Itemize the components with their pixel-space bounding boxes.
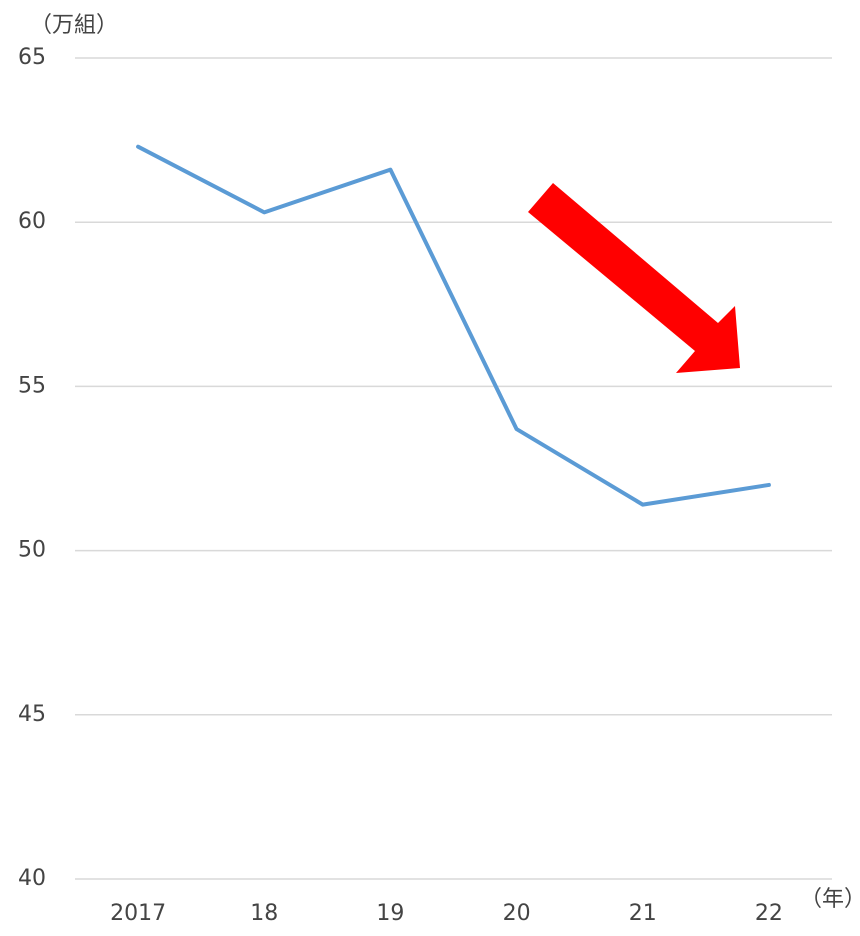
x-tick-label: 2017 — [110, 901, 166, 926]
x-tick-label: 18 — [250, 901, 278, 926]
y-tick-label: 60 — [18, 209, 46, 234]
y-tick-label: 45 — [18, 702, 46, 727]
y-tick-label: 40 — [18, 866, 46, 891]
data-line — [136, 144, 771, 507]
x-axis-label: （年） — [800, 887, 860, 912]
x-tick-label: 21 — [629, 901, 657, 926]
y-tick-label: 55 — [18, 373, 46, 398]
y-tick-label: 50 — [18, 538, 46, 563]
x-tick-label: 20 — [503, 901, 531, 926]
x-tick-label: 19 — [376, 901, 404, 926]
trend-arrow — [528, 183, 740, 373]
y-tick-label: 65 — [18, 45, 46, 70]
x-tick-label: 22 — [755, 901, 783, 926]
y-axis-label: （万組） — [30, 13, 118, 38]
